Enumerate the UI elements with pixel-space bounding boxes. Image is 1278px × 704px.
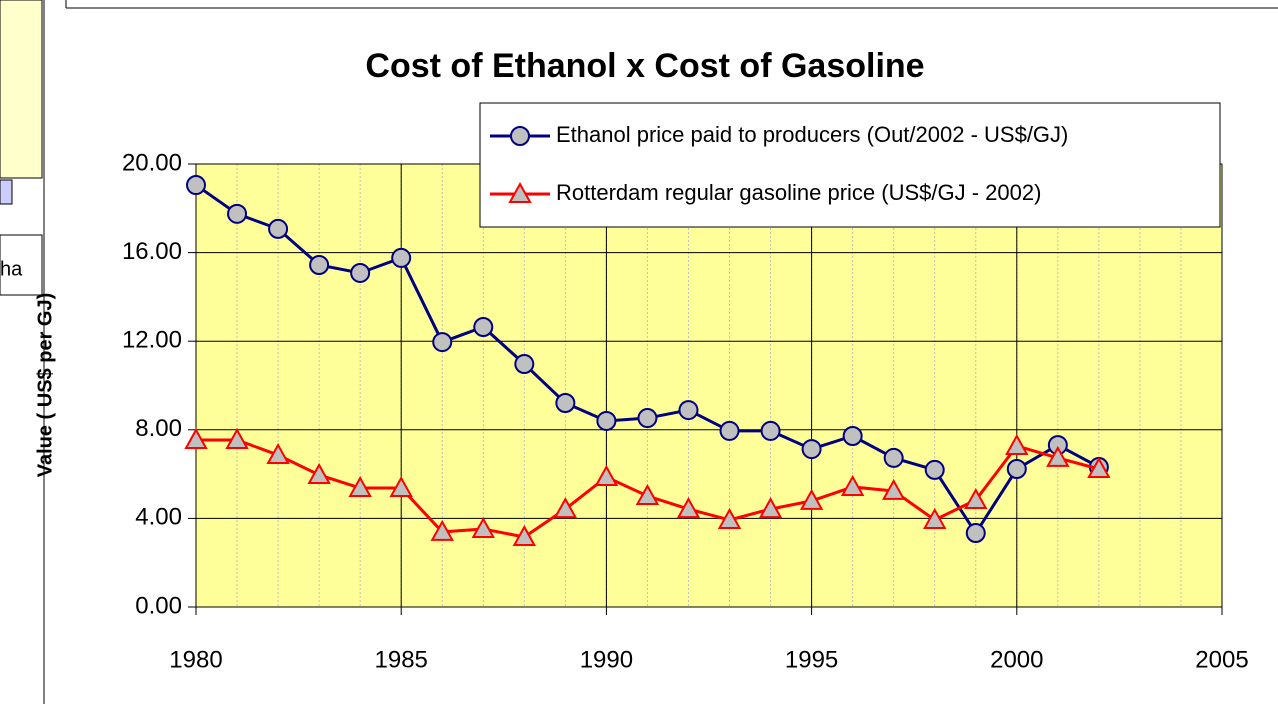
y-axis-label: Value ( US$ per GJ) <box>34 293 56 478</box>
x-tick-label: 2000 <box>990 646 1043 673</box>
marker <box>268 218 289 239</box>
chart-title: Cost of Ethanol x Cost of Gasoline <box>365 47 924 85</box>
marker <box>514 354 535 375</box>
marker <box>227 203 248 224</box>
x-tick-label: 1995 <box>785 646 838 673</box>
marker <box>389 475 413 498</box>
marker <box>473 317 494 338</box>
marker <box>348 475 372 498</box>
y-tick-label: 8.00 <box>135 415 182 442</box>
marker <box>758 497 783 519</box>
x-tick-label: 1985 <box>375 646 428 673</box>
x-tick-label: 1980 <box>169 646 222 673</box>
marker <box>184 427 208 449</box>
marker <box>186 175 206 196</box>
marker <box>225 427 249 449</box>
legend <box>479 102 1221 228</box>
marker <box>678 400 699 421</box>
fragment-text: ha <box>0 258 23 280</box>
y-tick-label: 20.00 <box>122 149 182 176</box>
marker <box>924 459 945 480</box>
marker <box>923 507 947 529</box>
marker <box>391 247 412 268</box>
y-tick-label: 4.00 <box>135 504 182 531</box>
marker <box>760 420 781 441</box>
side-note <box>0 0 43 179</box>
marker <box>1087 456 1111 479</box>
marker <box>266 442 290 465</box>
marker <box>637 408 658 429</box>
marker <box>596 410 617 431</box>
marker <box>719 420 740 441</box>
legend-marker <box>508 181 532 203</box>
marker <box>471 516 495 539</box>
plot-area <box>195 163 1223 608</box>
side-cell <box>0 234 43 296</box>
marker <box>1046 445 1070 467</box>
marker <box>801 439 822 460</box>
marker <box>555 392 576 413</box>
marker <box>594 464 619 486</box>
legend-label: Rotterdam regular gasoline price (US$/GJ… <box>556 180 1041 205</box>
x-tick-label: 1990 <box>580 646 633 673</box>
marker <box>1005 433 1029 455</box>
marker <box>717 507 742 529</box>
marker <box>1006 459 1027 480</box>
side-bar <box>0 179 13 205</box>
marker <box>635 483 660 506</box>
y-tick-label: 12.00 <box>122 327 182 354</box>
marker <box>553 497 578 519</box>
marker <box>307 462 331 484</box>
x-tick-label: 2005 <box>1195 646 1248 673</box>
marker <box>965 523 986 544</box>
legend-marker <box>510 126 530 146</box>
marker <box>350 262 371 283</box>
marker <box>432 332 453 353</box>
marker <box>881 478 906 500</box>
marker <box>676 497 701 519</box>
marker <box>309 255 330 276</box>
y-tick-label: 16.00 <box>122 238 182 265</box>
y-tick-label: 0.00 <box>135 592 182 619</box>
marker <box>883 447 904 468</box>
marker <box>430 519 454 541</box>
marker <box>964 487 988 510</box>
marker <box>512 524 537 547</box>
marker <box>799 488 824 510</box>
legend-label: Ethanol price paid to producers (Out/200… <box>556 122 1068 147</box>
marker <box>840 474 865 496</box>
marker <box>842 426 863 447</box>
